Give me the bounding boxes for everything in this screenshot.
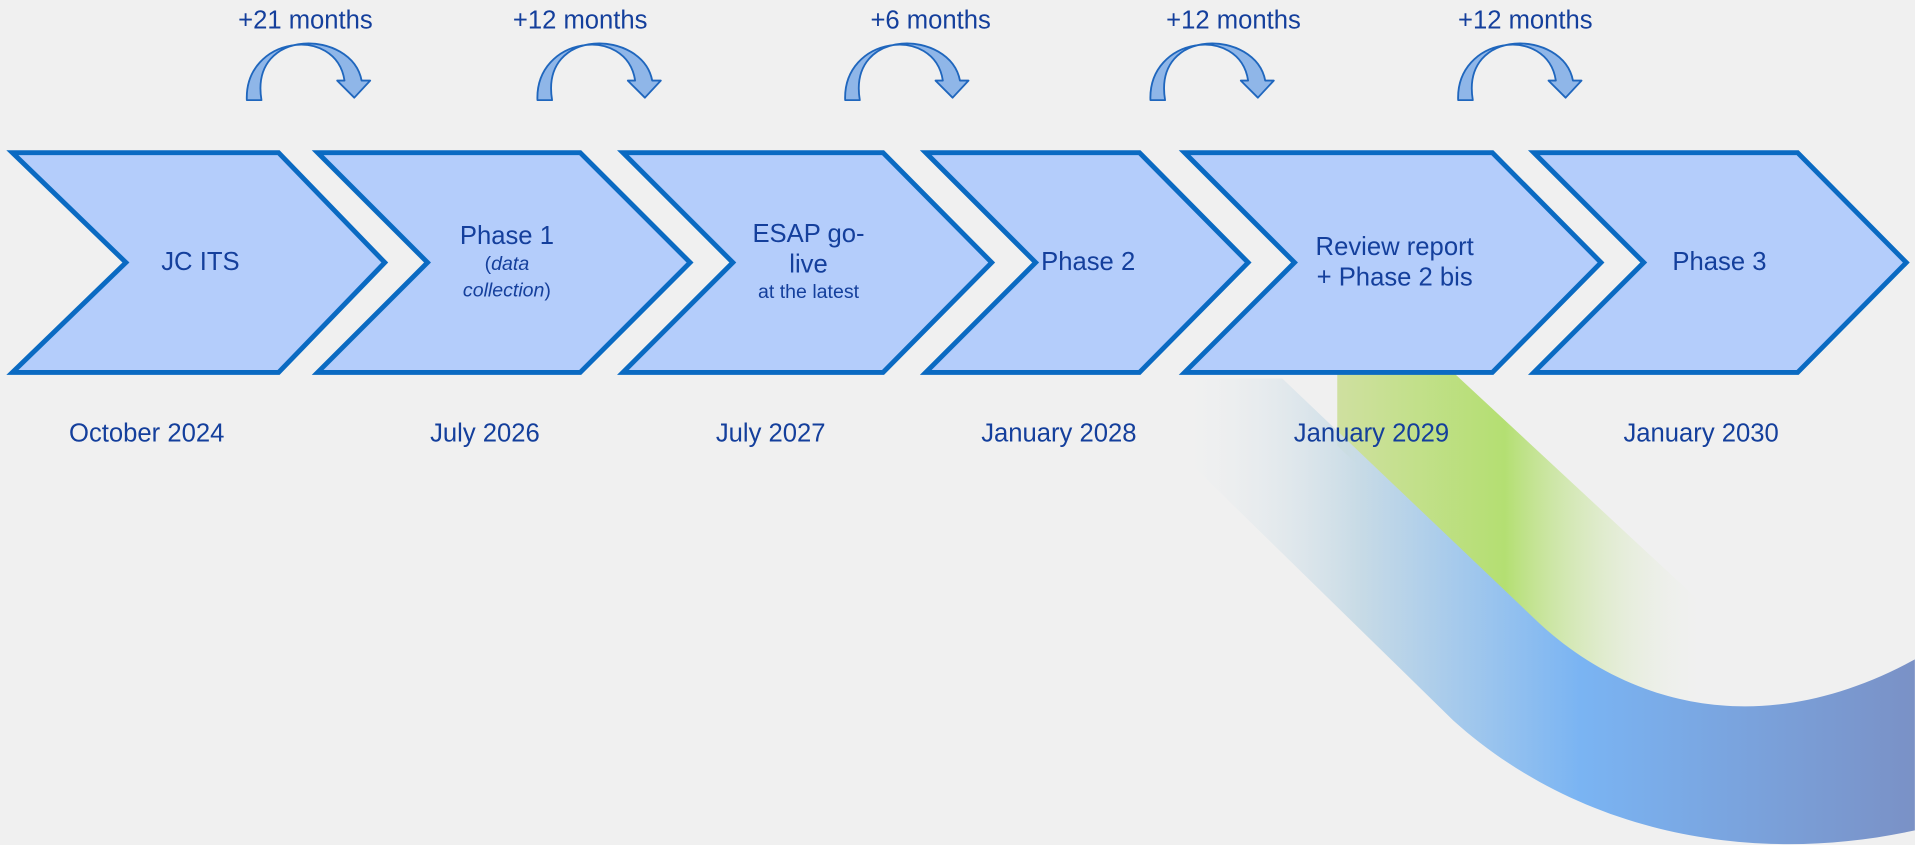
interval-label: +12 months xyxy=(1458,7,1593,35)
step-note: (data collection) xyxy=(452,252,562,305)
arrow-shape xyxy=(537,43,660,100)
arrow-shape xyxy=(845,43,968,100)
arrow-shape xyxy=(1150,43,1273,100)
chevrons: JC ITS Phase 1(data collection) ESAP go-li… xyxy=(12,153,1906,373)
page: JC ITS Phase 1(data collection) ESAP go-li… xyxy=(0,0,1915,845)
chevron-label: JC ITS xyxy=(78,165,322,360)
chevron-label: Review report+ Phase 2 bis xyxy=(1273,165,1517,360)
curved-arrow xyxy=(1150,43,1273,100)
interval-label: +12 months xyxy=(1166,7,1301,35)
decorative-ribbon xyxy=(1179,372,1915,844)
arrow-shape xyxy=(1458,43,1581,100)
chevron-label: Phase 2 xyxy=(966,165,1210,360)
step-date: January 2028 xyxy=(981,419,1136,447)
step-title: Review report xyxy=(1316,232,1474,263)
step-title: Phase 2 xyxy=(1041,247,1135,278)
curved-arrow xyxy=(537,43,660,100)
step-title: Phase 3 xyxy=(1672,247,1766,278)
note-italic: data collection xyxy=(463,254,544,301)
curved-arrow xyxy=(247,43,370,100)
curved-arrow xyxy=(1458,43,1581,100)
label-box: Phase 1(data collection) xyxy=(385,165,629,360)
interval-label: +12 months xyxy=(513,7,648,35)
interval-arrows xyxy=(247,43,1582,100)
chevron-label: ESAP go-live at the latest xyxy=(686,165,930,360)
label-box: ESAP go-live at the latest xyxy=(686,165,930,360)
label-box: Phase 3 xyxy=(1597,165,1841,360)
step-date: October 2024 xyxy=(69,419,224,447)
step-title: Phase 1 xyxy=(460,221,554,252)
step-title: ESAP go- xyxy=(752,219,864,250)
step-title: JC ITS xyxy=(161,247,239,278)
step-title: live xyxy=(789,249,827,280)
step-date: January 2030 xyxy=(1624,419,1779,447)
label-box: Review report+ Phase 2 bis xyxy=(1273,165,1517,360)
step-date: July 2027 xyxy=(716,419,826,447)
note-close: ) xyxy=(544,280,551,301)
label-box: Phase 2 xyxy=(966,165,1210,360)
step-date: January 2029 xyxy=(1294,419,1449,447)
chevron-label: Phase 3 xyxy=(1597,165,1841,360)
arrow-shape xyxy=(247,43,370,100)
interval-label: +21 months xyxy=(238,7,373,35)
note-text: at the latest xyxy=(758,283,859,304)
label-box: JC ITS xyxy=(78,165,322,360)
step-note: at the latest xyxy=(758,280,859,306)
curved-arrow xyxy=(845,43,968,100)
timeline-diagram: JC ITS Phase 1(data collection) ESAP go-li… xyxy=(0,0,1915,845)
interval-label: +6 months xyxy=(870,7,990,35)
chevron-label: Phase 1(data collection) xyxy=(385,165,629,360)
step-date: July 2026 xyxy=(430,419,540,447)
step-title: + Phase 2 bis xyxy=(1317,263,1473,294)
